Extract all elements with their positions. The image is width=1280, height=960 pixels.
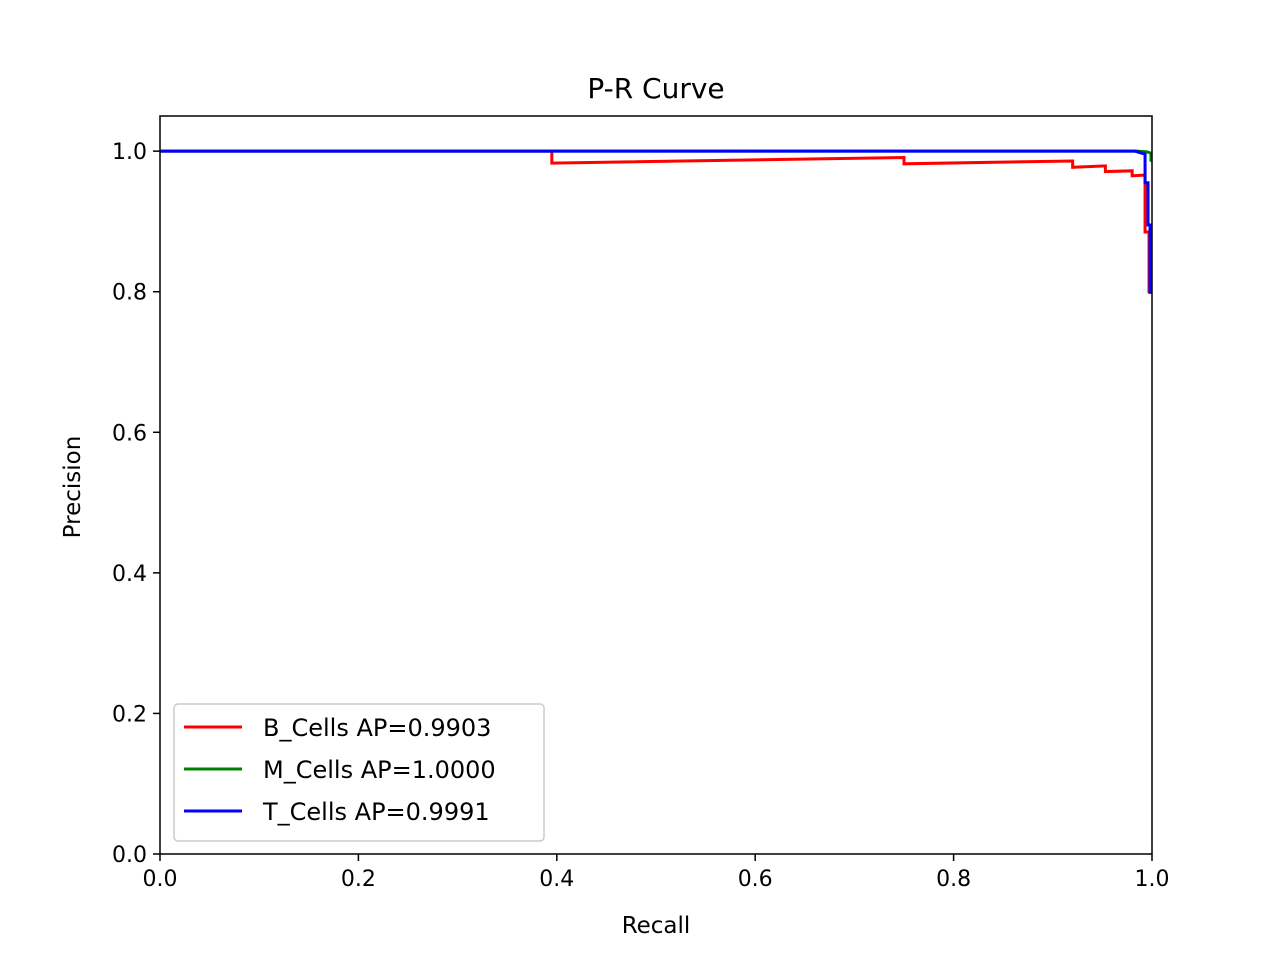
legend-label: M_Cells AP=1.0000 bbox=[263, 756, 496, 784]
y-axis-ticks: 0.0 0.2 0.4 0.6 0.8 1.0 bbox=[112, 140, 160, 868]
x-tick-label: 0.6 bbox=[738, 867, 773, 892]
x-tick-label: 0.2 bbox=[341, 867, 376, 892]
x-tick-label: 0.0 bbox=[143, 867, 178, 892]
legend-label: T_Cells AP=0.9991 bbox=[262, 798, 490, 826]
legend-label: B_Cells AP=0.9903 bbox=[263, 714, 491, 742]
legend: B_Cells AP=0.9903 M_Cells AP=1.0000 T_Cell… bbox=[173, 703, 545, 842]
plot-frame bbox=[159, 115, 1153, 855]
x-tick-label: 0.8 bbox=[936, 867, 971, 892]
legend-box bbox=[173, 703, 545, 842]
y-tick-label: 1.0 bbox=[112, 140, 147, 165]
series-line-t-cells bbox=[160, 149, 1152, 294]
x-tick-label: 0.4 bbox=[539, 867, 574, 892]
y-tick-label: 0.4 bbox=[112, 562, 147, 587]
x-axis-label: Recall bbox=[622, 913, 691, 939]
x-tick-label: 1.0 bbox=[1135, 867, 1170, 892]
chart-title: P-R Curve bbox=[587, 72, 724, 105]
series-line-b-cells bbox=[160, 149, 1152, 294]
y-tick-label: 0.6 bbox=[112, 421, 147, 446]
y-tick-label: 0.2 bbox=[112, 702, 147, 727]
y-tick-label: 0.8 bbox=[112, 281, 147, 306]
x-axis-ticks: 0.0 0.2 0.4 0.6 0.8 1.0 bbox=[143, 854, 1170, 892]
y-axis-label: Precision bbox=[60, 436, 86, 539]
series-layer bbox=[160, 149, 1153, 294]
y-tick-label: 0.0 bbox=[112, 843, 147, 868]
